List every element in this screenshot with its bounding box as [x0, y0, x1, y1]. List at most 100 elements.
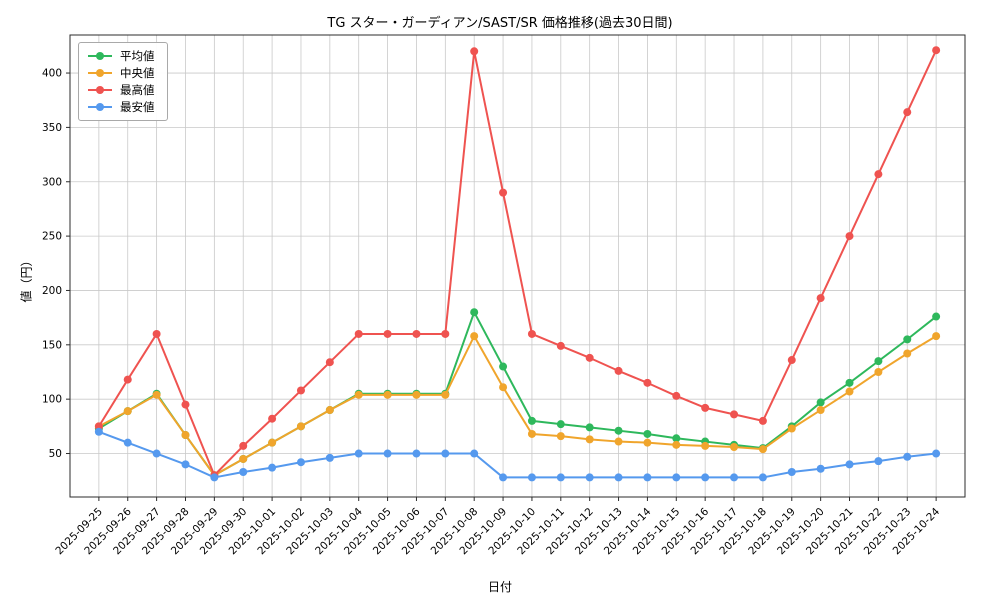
legend-label-average: 平均値 — [120, 49, 155, 63]
data-point — [787, 424, 796, 433]
data-point — [585, 353, 594, 362]
data-point — [152, 329, 161, 338]
legend-marker-median-icon — [88, 69, 112, 77]
data-point — [614, 473, 623, 482]
data-point — [296, 386, 305, 395]
data-point — [152, 449, 161, 458]
data-point — [730, 442, 739, 451]
data-point — [325, 453, 334, 462]
data-point — [903, 108, 912, 117]
data-point — [672, 391, 681, 400]
data-point — [239, 454, 248, 463]
series-line-0 — [97, 311, 938, 477]
data-point — [181, 460, 190, 469]
data-point — [614, 366, 623, 375]
data-point — [412, 449, 421, 458]
y-tick-label: 250 — [42, 231, 62, 243]
data-point — [296, 458, 305, 467]
data-point — [527, 473, 536, 482]
data-point — [123, 407, 132, 416]
data-point — [874, 367, 883, 376]
data-point — [470, 47, 479, 56]
data-point — [845, 460, 854, 469]
data-point — [614, 426, 623, 435]
data-point — [354, 449, 363, 458]
data-point — [268, 438, 277, 447]
data-point — [816, 294, 825, 303]
y-tick-label: 300 — [42, 176, 62, 188]
data-point — [585, 423, 594, 432]
data-point — [845, 378, 854, 387]
legend-item-max: 最高値 — [87, 83, 155, 97]
legend-item-average: 平均値 — [87, 49, 155, 63]
legend-item-min: 最安値 — [87, 100, 155, 114]
data-point — [758, 473, 767, 482]
data-point — [585, 473, 594, 482]
data-point — [730, 410, 739, 419]
data-point — [874, 457, 883, 466]
data-point — [123, 438, 132, 447]
data-point — [556, 473, 565, 482]
data-point — [932, 332, 941, 341]
data-point — [701, 441, 710, 450]
data-point — [758, 445, 767, 454]
data-point — [354, 329, 363, 338]
data-point — [499, 362, 508, 371]
data-point — [556, 432, 565, 441]
legend-marker-average-icon — [88, 52, 112, 60]
legend-marker-min-icon — [88, 103, 112, 111]
data-point — [268, 414, 277, 423]
data-point — [787, 467, 796, 476]
data-point — [585, 435, 594, 444]
chart-title: TG スター・ガーディアン/SAST/SR 価格推移(過去30日間) — [327, 16, 673, 31]
data-point — [903, 452, 912, 461]
data-point — [268, 463, 277, 472]
data-point — [470, 308, 479, 317]
data-point — [383, 329, 392, 338]
data-point — [239, 441, 248, 450]
data-point — [874, 357, 883, 366]
data-point — [816, 464, 825, 473]
legend: 平均値 中央値 最高値 最安値 — [78, 42, 168, 121]
data-point — [932, 46, 941, 55]
legend-marker-max-icon — [88, 86, 112, 94]
data-point — [643, 473, 652, 482]
data-point — [874, 170, 883, 179]
data-point — [614, 437, 623, 446]
data-point — [441, 329, 450, 338]
data-point — [730, 473, 739, 482]
data-point — [499, 188, 508, 197]
data-point — [643, 438, 652, 447]
data-point — [123, 375, 132, 384]
data-point — [845, 387, 854, 396]
data-point — [643, 429, 652, 438]
data-point — [325, 358, 334, 367]
data-point — [412, 390, 421, 399]
series-line-2 — [97, 49, 938, 477]
data-point — [932, 312, 941, 321]
data-point — [672, 440, 681, 449]
legend-item-median: 中央値 — [87, 66, 155, 80]
data-point — [527, 416, 536, 425]
data-point — [787, 356, 796, 365]
data-point — [470, 449, 479, 458]
data-point — [383, 449, 392, 458]
data-point — [499, 473, 508, 482]
series-line-1 — [97, 335, 938, 477]
data-point — [556, 420, 565, 429]
data-point — [932, 449, 941, 458]
data-point — [354, 390, 363, 399]
y-tick-label: 100 — [42, 394, 62, 406]
y-tick-label: 150 — [42, 339, 62, 351]
y-tick-label: 50 — [49, 448, 62, 460]
y-tick-label: 350 — [42, 122, 62, 134]
data-point — [701, 403, 710, 412]
legend-label-max: 最高値 — [120, 83, 155, 97]
plot-border — [69, 34, 966, 498]
y-tick-label: 200 — [42, 285, 62, 297]
series-line-3 — [97, 430, 938, 479]
data-point — [296, 422, 305, 431]
data-point — [527, 329, 536, 338]
x-axis-label: 日付 — [487, 580, 512, 594]
